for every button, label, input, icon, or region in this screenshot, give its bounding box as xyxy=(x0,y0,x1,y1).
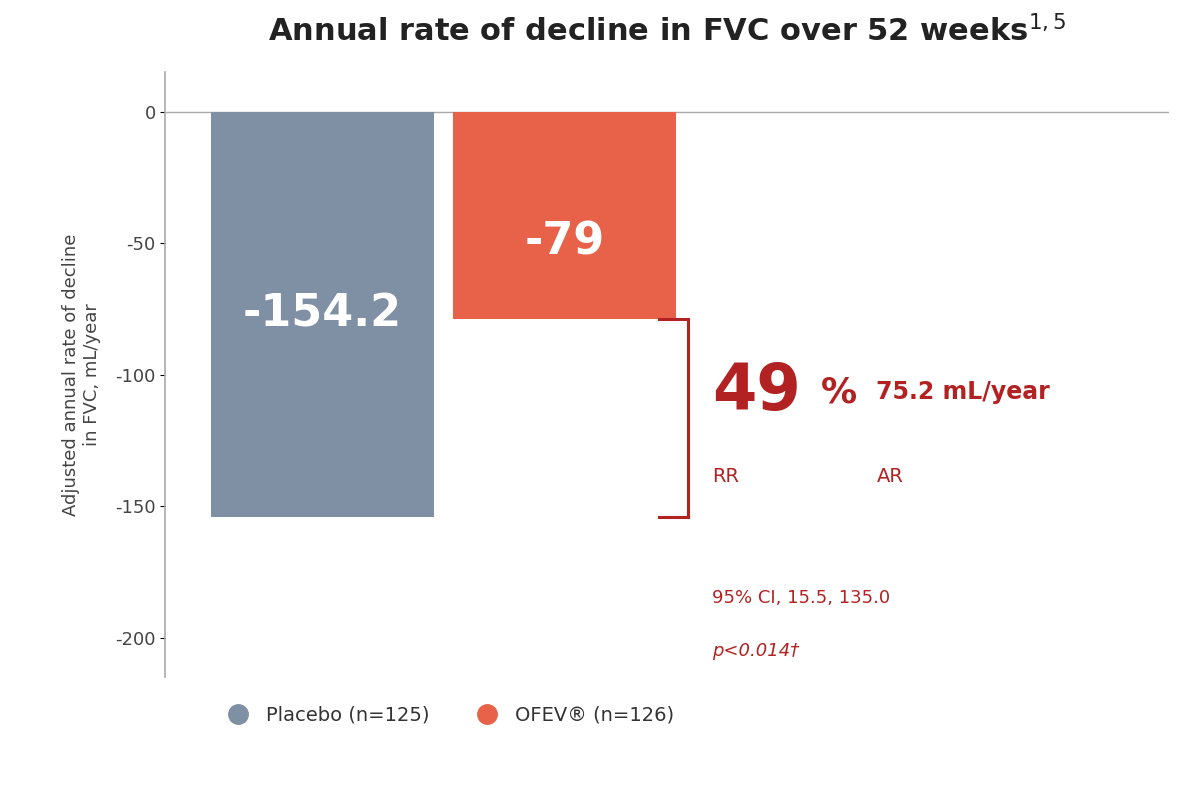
Text: RR: RR xyxy=(712,467,739,486)
Text: %: % xyxy=(821,375,857,409)
Legend: Placebo (n=125), OFEV® (n=126): Placebo (n=125), OFEV® (n=126) xyxy=(210,696,683,734)
Text: AR: AR xyxy=(876,467,903,486)
Bar xyxy=(453,112,676,319)
Bar xyxy=(212,112,433,517)
Text: 49: 49 xyxy=(712,361,800,423)
Y-axis label: Adjusted annual rate of decline
in FVC, mL/year: Adjusted annual rate of decline in FVC, … xyxy=(63,234,101,516)
Title: Annual rate of decline in FVC over 52 weeks$^{1,5}$: Annual rate of decline in FVC over 52 we… xyxy=(268,15,1067,48)
Text: 95% CI, 15.5, 135.0: 95% CI, 15.5, 135.0 xyxy=(712,589,890,607)
Text: p<0.014†: p<0.014† xyxy=(712,642,799,660)
Text: -79: -79 xyxy=(525,220,605,263)
Text: -154.2: -154.2 xyxy=(243,293,403,336)
Text: 75.2 mL/year: 75.2 mL/year xyxy=(876,380,1050,404)
